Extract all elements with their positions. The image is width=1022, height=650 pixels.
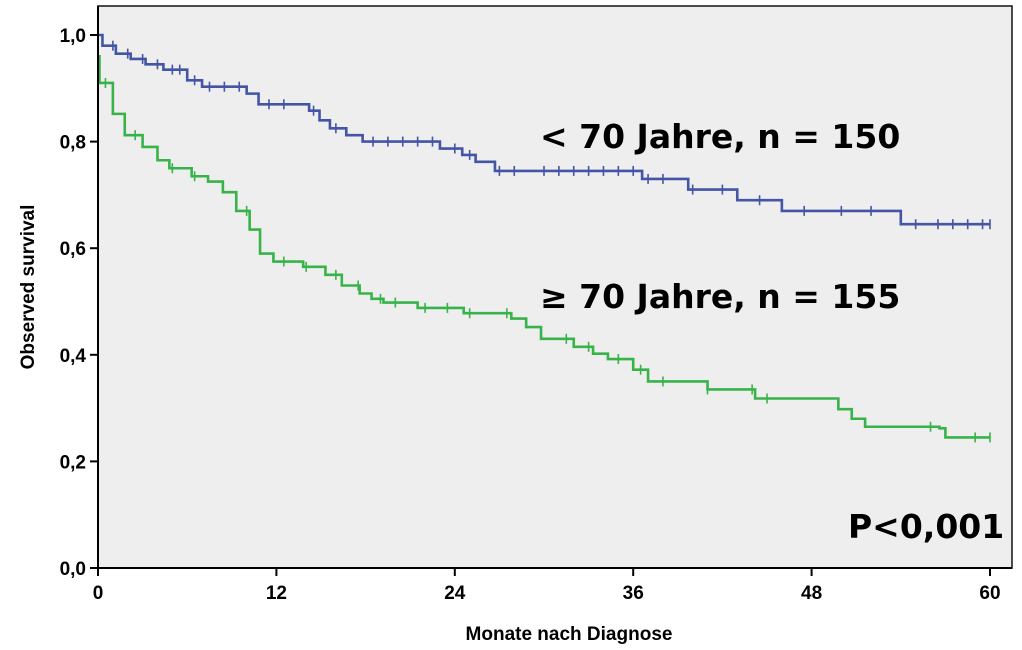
x-tick-label: 48 — [801, 583, 822, 604]
y-tick-label: 0,2 — [60, 452, 86, 473]
curves-layer — [98, 33, 991, 443]
x-tick-label: 60 — [979, 583, 1000, 604]
series-0-line — [98, 33, 990, 226]
y-tick-label: 0,4 — [60, 346, 87, 367]
y-tick-label: 0,8 — [60, 133, 86, 154]
y-axis-title: Observed survival — [18, 205, 39, 370]
series-0-group — [98, 33, 991, 230]
y-tick-label: 0,6 — [60, 239, 86, 260]
x-axis-title: Monate nach Diagnose — [466, 624, 673, 645]
y-ticks: 0,0 0,2 0,4 0,6 0,8 1,0 — [60, 26, 98, 580]
x-tick-label: 0 — [93, 583, 104, 604]
y-tick-label: 0,0 — [60, 559, 86, 580]
annotation-under-70: < 70 Jahre, n = 150 — [540, 117, 900, 156]
annotation-p-value: P<0,001 — [848, 507, 1004, 546]
annotation-70-plus: ≥ 70 Jahre, n = 155 — [540, 277, 900, 316]
x-tick-label: 12 — [266, 583, 287, 604]
y-tick-label: 1,0 — [60, 26, 86, 47]
plot-area — [97, 5, 1013, 569]
x-tick-label: 36 — [623, 583, 644, 604]
x-tick-label: 24 — [444, 583, 466, 604]
x-ticks: 0 12 24 36 48 60 — [93, 568, 1001, 604]
series-1-group — [98, 55, 991, 443]
